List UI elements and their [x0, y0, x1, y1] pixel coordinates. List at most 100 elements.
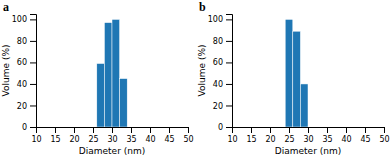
x-axis: 10 15 20 25 30 35 40 45 50: [31, 127, 193, 144]
tick: 30: [107, 127, 117, 144]
tick-mark: [112, 127, 113, 133]
tick-label: 100: [12, 15, 27, 24]
tick-mark: [30, 105, 36, 106]
tick: 20: [69, 127, 79, 144]
tick-label: 35: [126, 135, 136, 144]
x-axis: 10 15 20 25 30 35 40 45 50: [227, 127, 389, 144]
tick: 100: [12, 15, 36, 24]
tick-mark: [226, 19, 232, 20]
tick-mark: [93, 127, 94, 133]
tick: 60: [213, 58, 232, 67]
y-axis-title: Volume (%): [1, 45, 11, 97]
panel: 10 15 20 25 30 35 40 45 50 0 20 40 60 80 100 Diameter (…: [197, 0, 390, 156]
tick-label: 60: [17, 58, 27, 67]
tick-label: 60: [213, 58, 223, 67]
tick-mark: [308, 127, 309, 133]
bar: [104, 23, 112, 127]
tick-label: 0: [218, 123, 223, 132]
bar: [97, 64, 105, 127]
tick-label: 80: [213, 37, 223, 46]
tick: 35: [126, 127, 136, 144]
marks: [97, 19, 127, 127]
tick-mark: [226, 41, 232, 42]
tick: 20: [213, 102, 232, 111]
tick-label: 30: [303, 135, 313, 144]
tick-mark: [226, 84, 232, 85]
tick-mark: [226, 62, 232, 63]
tick: 10: [227, 127, 237, 144]
tick-label: 15: [50, 135, 60, 144]
tick-mark: [327, 127, 328, 133]
tick: 60: [17, 58, 36, 67]
tick-mark: [188, 127, 189, 133]
tick-label: 15: [246, 135, 256, 144]
panel: 10 15 20 25 30 35 40 45 50 0 20 40 60 80 100 Diameter (…: [1, 0, 194, 156]
y-axis: 0 20 40 60 80 100: [208, 15, 233, 133]
tick-label: 40: [341, 135, 351, 144]
tick: 80: [17, 37, 36, 46]
tick-mark: [226, 105, 232, 106]
tick-label: 20: [213, 102, 223, 111]
tick: 45: [164, 127, 174, 144]
tick: 30: [303, 127, 313, 144]
tick-label: 45: [164, 135, 174, 144]
tick-mark: [30, 127, 36, 128]
tick-label: 25: [284, 135, 294, 144]
tick: 40: [17, 80, 36, 89]
tick: 20: [265, 127, 275, 144]
tick-label: 20: [69, 135, 79, 144]
x-axis-title: Diameter (nm): [275, 146, 341, 156]
tick: 50: [379, 127, 389, 144]
tick-mark: [131, 127, 132, 133]
tick-label: 35: [322, 135, 332, 144]
tick: 35: [322, 127, 332, 144]
tick: 45: [360, 127, 370, 144]
tick-mark: [150, 127, 151, 133]
x-axis-title: Diameter (nm): [79, 146, 145, 156]
panel-label: b: [199, 0, 206, 14]
tick-label: 20: [265, 135, 275, 144]
tick-label: 0: [22, 123, 27, 132]
tick-mark: [270, 127, 271, 133]
tick-label: 40: [17, 80, 27, 89]
tick-mark: [169, 127, 170, 133]
y-axis-title: Volume (%): [197, 45, 207, 97]
tick-mark: [226, 127, 232, 128]
tick-mark: [30, 19, 36, 20]
tick: 0: [218, 123, 232, 132]
tick-mark: [289, 127, 290, 133]
tick-label: 50: [379, 135, 389, 144]
tick-label: 40: [213, 80, 223, 89]
tick-mark: [55, 127, 56, 133]
tick: 15: [246, 127, 256, 144]
tick: 40: [145, 127, 155, 144]
tick: 40: [213, 80, 232, 89]
tick-mark: [30, 62, 36, 63]
tick-label: 25: [88, 135, 98, 144]
axis-line: [37, 128, 189, 134]
tick: 25: [88, 127, 98, 144]
tick-mark: [384, 127, 385, 133]
axis-line: [226, 15, 233, 128]
tick-label: 100: [208, 15, 223, 24]
tick-mark: [346, 127, 347, 133]
tick-label: 10: [227, 135, 237, 144]
bar: [285, 19, 293, 127]
marks: [285, 19, 308, 127]
tick-label: 10: [31, 135, 41, 144]
tick-label: 45: [360, 135, 370, 144]
tick: 0: [22, 123, 36, 132]
tick: 50: [183, 127, 193, 144]
tick: 15: [50, 127, 60, 144]
tick-label: 80: [17, 37, 27, 46]
bar: [120, 79, 128, 127]
tick-label: 40: [145, 135, 155, 144]
tick: 80: [213, 37, 232, 46]
tick-mark: [74, 127, 75, 133]
y-axis: 0 20 40 60 80 100: [12, 15, 37, 133]
tick: 20: [17, 102, 36, 111]
bar: [293, 31, 301, 127]
bar: [112, 19, 120, 127]
tick-label: 30: [107, 135, 117, 144]
bar: [300, 84, 308, 127]
